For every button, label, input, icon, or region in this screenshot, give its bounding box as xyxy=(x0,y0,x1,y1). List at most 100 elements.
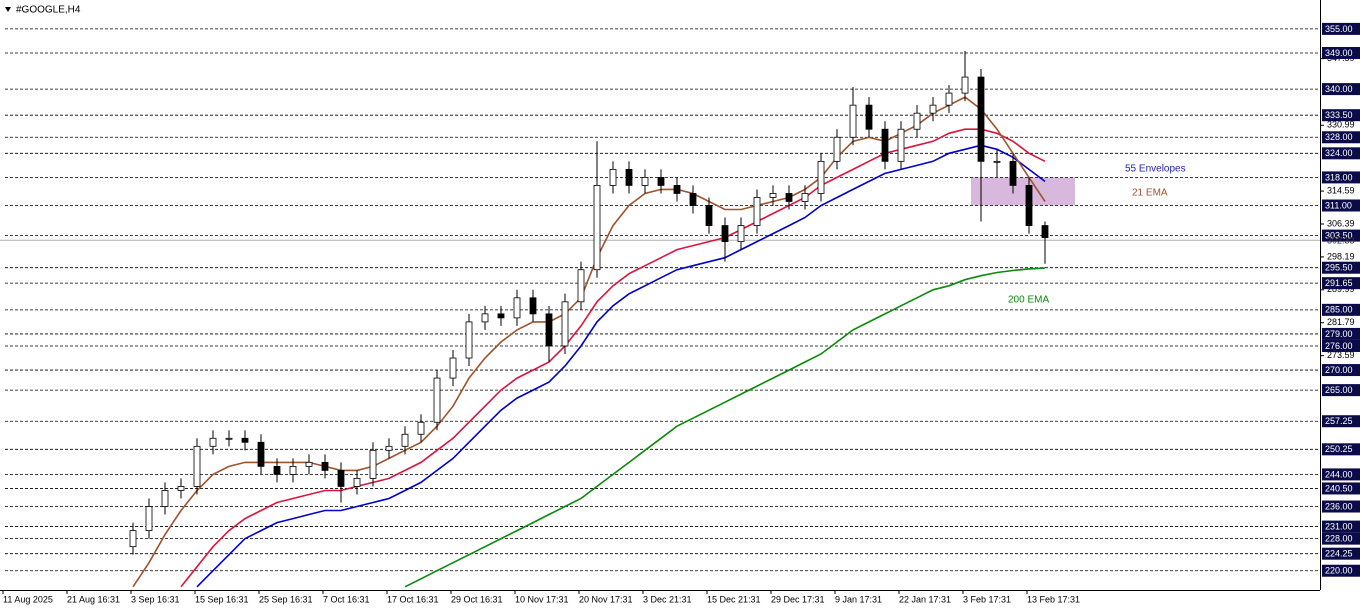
level-label: 228.00 xyxy=(1325,534,1353,544)
level-label-box xyxy=(1322,384,1360,397)
level-label: 250.25 xyxy=(1325,444,1353,454)
candle-body xyxy=(145,506,153,531)
candle-body xyxy=(289,465,297,475)
y-tick-label: 330.99 xyxy=(1327,120,1355,130)
x-tick-label: 13 Feb 17:31 xyxy=(1027,594,1080,604)
candle-body xyxy=(433,377,441,423)
candle-body xyxy=(465,321,473,359)
level-label: 224.25 xyxy=(1325,549,1353,559)
indicator-line xyxy=(404,267,1046,588)
y-tick-label: 273.59 xyxy=(1327,350,1355,360)
candle-body xyxy=(737,225,745,243)
candle-body xyxy=(1009,160,1017,186)
level-label-box xyxy=(1322,564,1360,577)
candle-body xyxy=(257,441,265,467)
y-tick-label: 314.59 xyxy=(1327,185,1355,195)
x-tick-label: 17 Oct 16:31 xyxy=(387,594,439,604)
candle-body xyxy=(513,297,521,319)
level-label: 333.50 xyxy=(1325,110,1353,120)
plot: 347.59330.99314.59306.39298.19289.99281.… xyxy=(0,22,1360,604)
candle-body xyxy=(529,297,537,315)
x-tick-label: 21 Aug 16:31 xyxy=(67,594,120,604)
indicator-line xyxy=(132,96,1046,588)
level-label-box xyxy=(1322,500,1360,513)
x-tick-label: 25 Sep 16:31 xyxy=(259,594,313,604)
level-label: 270.00 xyxy=(1325,365,1353,375)
level-label: 349.00 xyxy=(1325,48,1353,58)
candle-body xyxy=(401,433,409,447)
level-label-box xyxy=(1322,22,1360,35)
candle-body xyxy=(337,469,345,487)
candle-body xyxy=(497,313,505,319)
candle-body xyxy=(657,177,665,186)
candle-body xyxy=(913,112,921,130)
level-label: 355.00 xyxy=(1325,24,1353,34)
x-tick-label: 29 Oct 16:31 xyxy=(451,594,503,604)
candle-body xyxy=(1041,225,1049,239)
candle-body xyxy=(609,168,617,186)
candle-body xyxy=(545,313,553,347)
level-label: 244.00 xyxy=(1325,469,1353,479)
candle-body xyxy=(161,490,169,507)
level-label-box xyxy=(1322,277,1360,290)
candle-body xyxy=(721,225,729,243)
candle-body xyxy=(689,193,697,206)
candle-body xyxy=(385,445,393,451)
level-label-box xyxy=(1322,199,1360,212)
x-tick-label: 22 Jan 17:31 xyxy=(899,594,951,604)
candle-body xyxy=(225,437,233,440)
level-label: 318.00 xyxy=(1325,172,1353,182)
y-tick-label: 289.99 xyxy=(1327,284,1355,294)
candle-body xyxy=(241,437,249,443)
candle-body xyxy=(993,160,1001,163)
level-label-box xyxy=(1322,229,1360,242)
candle-body xyxy=(929,104,937,114)
x-tick-label: 10 Nov 17:31 xyxy=(515,594,569,604)
candle-body xyxy=(369,449,377,479)
current-price-label: 302.33 xyxy=(1327,236,1355,246)
x-tick-label: 15 Dec 21:31 xyxy=(707,594,761,604)
x-tick-label: 20 Nov 17:31 xyxy=(579,594,633,604)
level-label: 231.00 xyxy=(1325,521,1353,531)
candle-body xyxy=(897,128,905,162)
level-label: 265.00 xyxy=(1325,385,1353,395)
candle-body xyxy=(801,193,809,202)
level-label: 311.00 xyxy=(1325,200,1352,210)
level-label: 328.00 xyxy=(1325,132,1353,142)
candle-body xyxy=(177,486,185,491)
level-label-box xyxy=(1322,547,1360,560)
candle-body xyxy=(625,168,633,186)
indicator-label: 21 EMA xyxy=(1132,188,1168,199)
candle-body xyxy=(769,193,777,198)
candle-body xyxy=(673,185,681,194)
level-label-box xyxy=(1322,520,1360,533)
level-label: 276.00 xyxy=(1325,341,1353,351)
candle-body xyxy=(417,421,425,435)
y-tick-label: 281.79 xyxy=(1327,317,1355,327)
level-label: 240.50 xyxy=(1325,483,1353,493)
x-tick-label: 3 Dec 21:31 xyxy=(643,594,692,604)
candle-body xyxy=(321,461,329,471)
level-label-box xyxy=(1322,46,1360,59)
menu-icon[interactable] xyxy=(5,7,11,12)
level-label-box xyxy=(1322,482,1360,495)
level-label-box xyxy=(1322,109,1360,122)
indicator-label: 55 Envelopes xyxy=(1125,164,1186,175)
candle-body xyxy=(977,76,985,162)
level-label-box xyxy=(1322,443,1360,456)
x-tick-label: 3 Sep 16:31 xyxy=(131,594,180,604)
candle-body xyxy=(833,136,841,162)
candle-body xyxy=(753,197,761,226)
candle-body xyxy=(849,104,857,138)
level-label-box xyxy=(1322,532,1360,545)
candle-body xyxy=(353,478,361,487)
candle-body xyxy=(577,269,585,303)
zone xyxy=(971,177,1075,206)
level-label: 291.65 xyxy=(1325,278,1353,288)
level-label-box xyxy=(1322,327,1360,340)
level-label: 279.00 xyxy=(1325,329,1353,339)
candle-body xyxy=(785,193,793,202)
